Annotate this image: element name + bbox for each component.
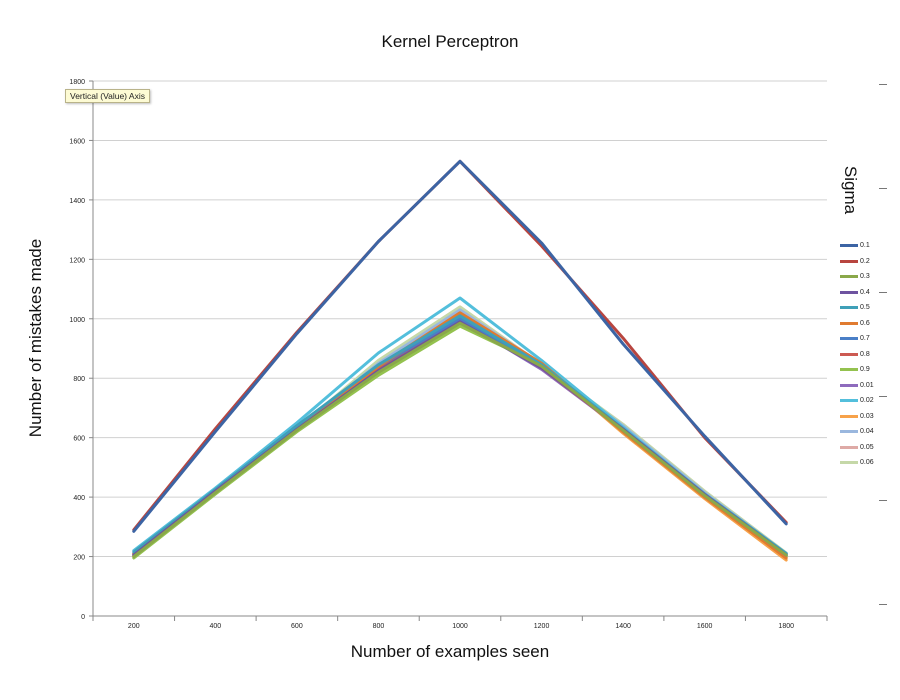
legend-item: 0.06	[840, 455, 874, 471]
legend-swatch	[840, 399, 858, 403]
y-axis-title: Number of mistakes made	[26, 238, 45, 438]
edge-tick-mark	[879, 604, 887, 605]
legend-label: 0.3	[860, 273, 870, 281]
x-tick-label: 400	[209, 623, 221, 630]
series-line-0_02	[132, 296, 788, 556]
legend-swatch	[840, 244, 858, 248]
legend-swatch	[840, 275, 858, 279]
legend-item: 0.7	[840, 331, 874, 347]
legend-label: 0.05	[860, 443, 874, 451]
axis-tooltip: Vertical (Value) Axis	[65, 89, 150, 103]
edge-tick-mark	[879, 292, 887, 293]
x-tick-label: 200	[128, 623, 140, 630]
y-tick-label: 1000	[69, 317, 85, 324]
x-tick-label: 1800	[778, 623, 794, 630]
legend-item: 0.5	[840, 300, 874, 316]
legend-item: 0.6	[840, 316, 874, 332]
chart-title: Kernel Perceptron	[381, 32, 519, 51]
legend-item: 0.1	[840, 238, 874, 254]
series-line-0_05	[132, 309, 788, 557]
legend-label: 0.02	[860, 397, 874, 405]
legend-item: 0.05	[840, 440, 874, 456]
x-tick-label: 800	[373, 623, 385, 630]
legend-swatch	[840, 306, 858, 310]
x-tick-label: 1600	[697, 623, 713, 630]
y-tick-label: 1400	[69, 198, 85, 205]
legend-swatch	[840, 445, 858, 449]
series-line-0_04	[132, 308, 788, 557]
legend-item: 0.01	[840, 378, 874, 394]
legend-item: 0.3	[840, 269, 874, 285]
legend-title: Sigma	[841, 165, 860, 215]
legend-swatch	[840, 430, 858, 434]
x-tick-label: 600	[291, 623, 303, 630]
y-tick-label: 1600	[69, 138, 85, 145]
legend-label: 0.5	[860, 304, 870, 312]
edge-tick-mark	[879, 396, 887, 397]
series-line-0_1	[132, 159, 788, 533]
legend-swatch	[840, 337, 858, 341]
legend-swatch	[840, 259, 858, 263]
legend-label: 0.6	[860, 319, 870, 327]
series-line-0_6	[132, 311, 788, 560]
series-line-0_3	[132, 321, 788, 559]
y-tick-label: 200	[73, 555, 85, 562]
legend-label: 0.06	[860, 459, 874, 467]
legend-label: 0.03	[860, 412, 874, 420]
legend-swatch	[840, 461, 858, 465]
series-line-0_9	[132, 324, 788, 560]
y-tick-label: 1200	[69, 257, 85, 264]
legend-item: 0.02	[840, 393, 874, 409]
y-tick-label: 0	[81, 614, 85, 621]
legend-item: 0.4	[840, 285, 874, 301]
legend-item: 0.9	[840, 362, 874, 378]
y-tick-label: 600	[73, 436, 85, 443]
legend-swatch	[840, 368, 858, 372]
legend-label: 0.1	[860, 242, 870, 250]
edge-tick-mark	[879, 500, 887, 501]
x-tick-label: 1000	[452, 623, 468, 630]
series-line-0_7	[132, 317, 788, 557]
legend-swatch	[840, 321, 858, 325]
legend-item: 0.8	[840, 347, 874, 363]
legend-label: 0.2	[860, 257, 870, 265]
x-axis-title: Number of examples seen	[350, 642, 550, 661]
edge-tick-mark	[879, 188, 887, 189]
legend-item: 0.2	[840, 254, 874, 270]
y-tick-label: 1800	[69, 79, 85, 86]
x-tick-label: 1200	[534, 623, 550, 630]
legend-swatch	[840, 352, 858, 356]
legend-label: 0.04	[860, 428, 874, 436]
legend-item: 0.04	[840, 424, 874, 440]
legend-label: 0.8	[860, 350, 870, 358]
y-tick-label: 400	[73, 495, 85, 502]
x-tick-label: 1400	[615, 623, 631, 630]
legend-label: 0.7	[860, 335, 870, 343]
series-line-0_4	[132, 320, 788, 557]
legend-swatch	[840, 290, 858, 294]
series-line-0_06	[132, 305, 788, 559]
legend-label: 0.4	[860, 288, 870, 296]
legend: 0.1 0.2 0.3 0.4 0.5 0.6 0.7 0.8 0.9 0.01 0.02 0.03 0…	[840, 238, 874, 471]
edge-tick-mark	[879, 84, 887, 85]
legend-label: 0.01	[860, 381, 874, 389]
series-line-0_5	[132, 314, 788, 556]
legend-item: 0.03	[840, 409, 874, 425]
legend-label: 0.9	[860, 366, 870, 374]
legend-swatch	[840, 383, 858, 387]
y-tick-label: 800	[73, 376, 85, 383]
legend-swatch	[840, 414, 858, 418]
